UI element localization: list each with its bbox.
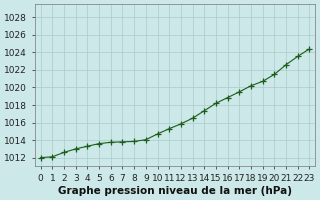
X-axis label: Graphe pression niveau de la mer (hPa): Graphe pression niveau de la mer (hPa) bbox=[58, 186, 292, 196]
